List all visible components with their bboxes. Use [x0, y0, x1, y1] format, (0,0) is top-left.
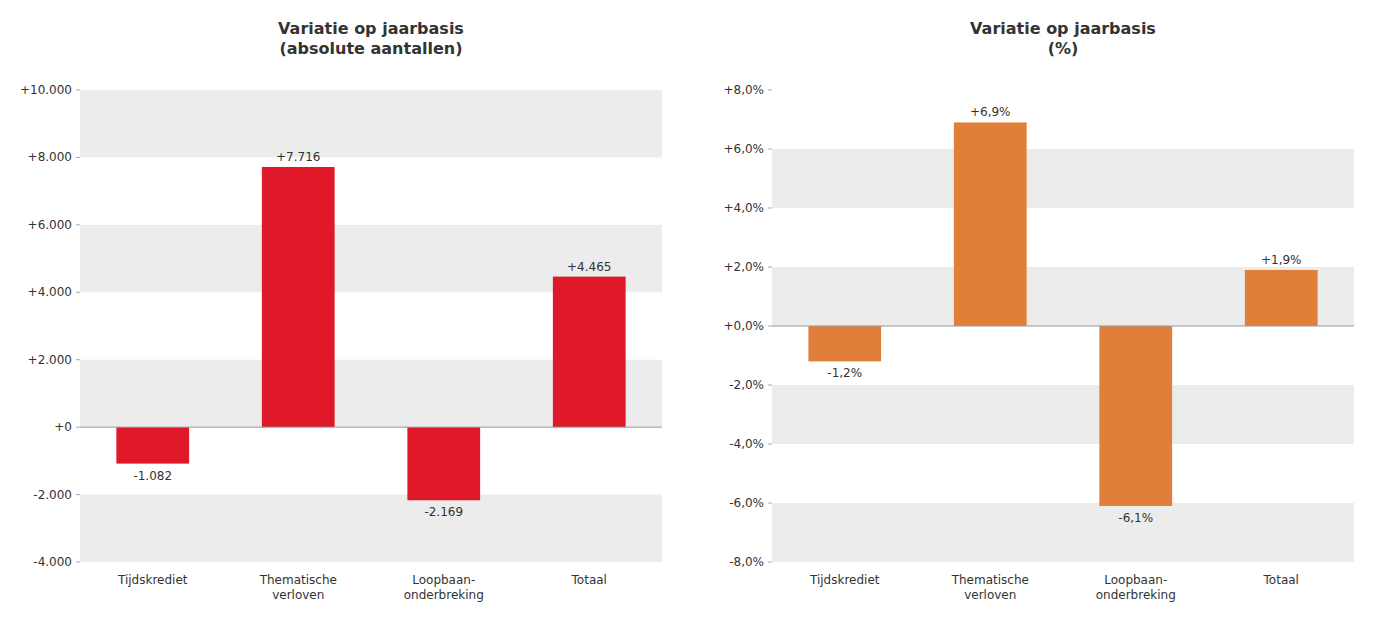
y-tick: [76, 292, 80, 293]
y-tick-label: +8,0%: [723, 83, 764, 97]
grid-band: [80, 495, 662, 562]
x-axis: Tijdskrediet Thematischeverloven Loopbaan-…: [117, 573, 607, 602]
data-label: +1,9%: [1261, 253, 1302, 267]
x-tick-label: Loopbaan-onderbreking: [404, 573, 484, 602]
bar: [1099, 326, 1172, 506]
chart: Variatie op jaarbasis(absolute aantallen…: [0, 0, 692, 642]
bar: [553, 277, 626, 428]
data-label: -6,1%: [1118, 511, 1153, 525]
y-tick-label: +0: [54, 420, 72, 434]
x-tick-label: Tijdskrediet: [809, 573, 880, 587]
zero-line: [80, 427, 662, 428]
chart-title: Variatie op jaarbasis(%): [970, 19, 1156, 58]
y-tick-label: +6.000: [28, 218, 72, 232]
y-axis: -8,0% -6,0% -4,0% -2,0% +0,0% +2,0% +4,0% +6,0%…: [723, 83, 772, 569]
y-tick: [76, 427, 80, 428]
x-tick-label: Totaal: [571, 573, 607, 587]
y-tick-label: -4.000: [33, 555, 72, 569]
y-tick: [768, 149, 772, 150]
y-tick-label: +4,0%: [723, 201, 764, 215]
y-tick: [768, 385, 772, 386]
y-tick: [76, 224, 80, 225]
y-tick: [768, 208, 772, 209]
y-tick: [768, 267, 772, 268]
zero-line: [772, 326, 1354, 327]
data-label: -1.082: [133, 469, 172, 483]
y-tick-label: +2,0%: [723, 260, 764, 274]
y-axis: -4.000 -2.000 +0 +2.000 +4.000 +6.000 +8.000 +1…: [20, 83, 80, 569]
y-tick: [76, 494, 80, 495]
y-tick: [76, 562, 80, 563]
y-tick-label: -8,0%: [729, 555, 764, 569]
data-label: +4.465: [567, 260, 611, 274]
y-tick-label: +8.000: [28, 150, 72, 164]
y-tick: [76, 359, 80, 360]
grid-band: [80, 90, 662, 157]
data-labels: -1,2% +6,9% -6,1% +1,9%: [827, 105, 1301, 525]
x-tick-label: Tijdskrediet: [117, 573, 188, 587]
y-tick: [768, 90, 772, 91]
y-tick-label: +2.000: [28, 353, 72, 367]
bar: [262, 167, 335, 427]
grid-band: [772, 149, 1354, 208]
data-label: -1,2%: [827, 366, 862, 380]
data-label: +7.716: [276, 150, 320, 164]
x-tick-label: Thematischeverloven: [951, 573, 1029, 602]
y-tick: [76, 157, 80, 158]
y-tick-label: -2,0%: [729, 378, 764, 392]
grid-band: [772, 267, 1354, 326]
grid-band: [772, 503, 1354, 562]
y-tick: [768, 503, 772, 504]
bar: [1245, 270, 1318, 326]
bar: [808, 326, 881, 361]
data-label: +6,9%: [970, 105, 1011, 119]
y-tick-label: +4.000: [28, 285, 72, 299]
bars: [116, 167, 625, 500]
grid-band: [772, 385, 1354, 444]
x-axis: Tijdskrediet Thematischeverloven Loopbaan-…: [809, 573, 1299, 602]
bar: [954, 122, 1027, 326]
y-tick: [76, 90, 80, 91]
chart-title: Variatie op jaarbasis(absolute aantallen…: [278, 19, 464, 58]
grid: [772, 149, 1354, 562]
x-tick-label: Thematischeverloven: [259, 573, 337, 602]
bars: [808, 122, 1317, 506]
y-tick-label: +0,0%: [723, 319, 764, 333]
y-tick-label: +6,0%: [723, 142, 764, 156]
x-tick-label: Totaal: [1263, 573, 1299, 587]
y-tick-label: -6,0%: [729, 496, 764, 510]
y-tick: [768, 444, 772, 445]
data-labels: -1.082 +7.716 -2.169 +4.465: [133, 150, 611, 519]
y-tick-label: -4,0%: [729, 437, 764, 451]
grid: [80, 90, 662, 562]
x-tick-label: Loopbaan-onderbreking: [1096, 573, 1176, 602]
y-tick: [768, 326, 772, 327]
chart: Variatie op jaarbasis(%)-8,0%-6,0%-4,0%-…: [692, 0, 1384, 642]
y-tick-label: -2.000: [33, 488, 72, 502]
y-tick-label: +10.000: [20, 83, 72, 97]
chart-wrap: Variatie op jaarbasis(absolute aantallen…: [0, 0, 1385, 642]
bar: [407, 427, 480, 500]
bar: [116, 427, 189, 463]
data-label: -2.169: [424, 505, 463, 519]
y-tick: [768, 562, 772, 563]
